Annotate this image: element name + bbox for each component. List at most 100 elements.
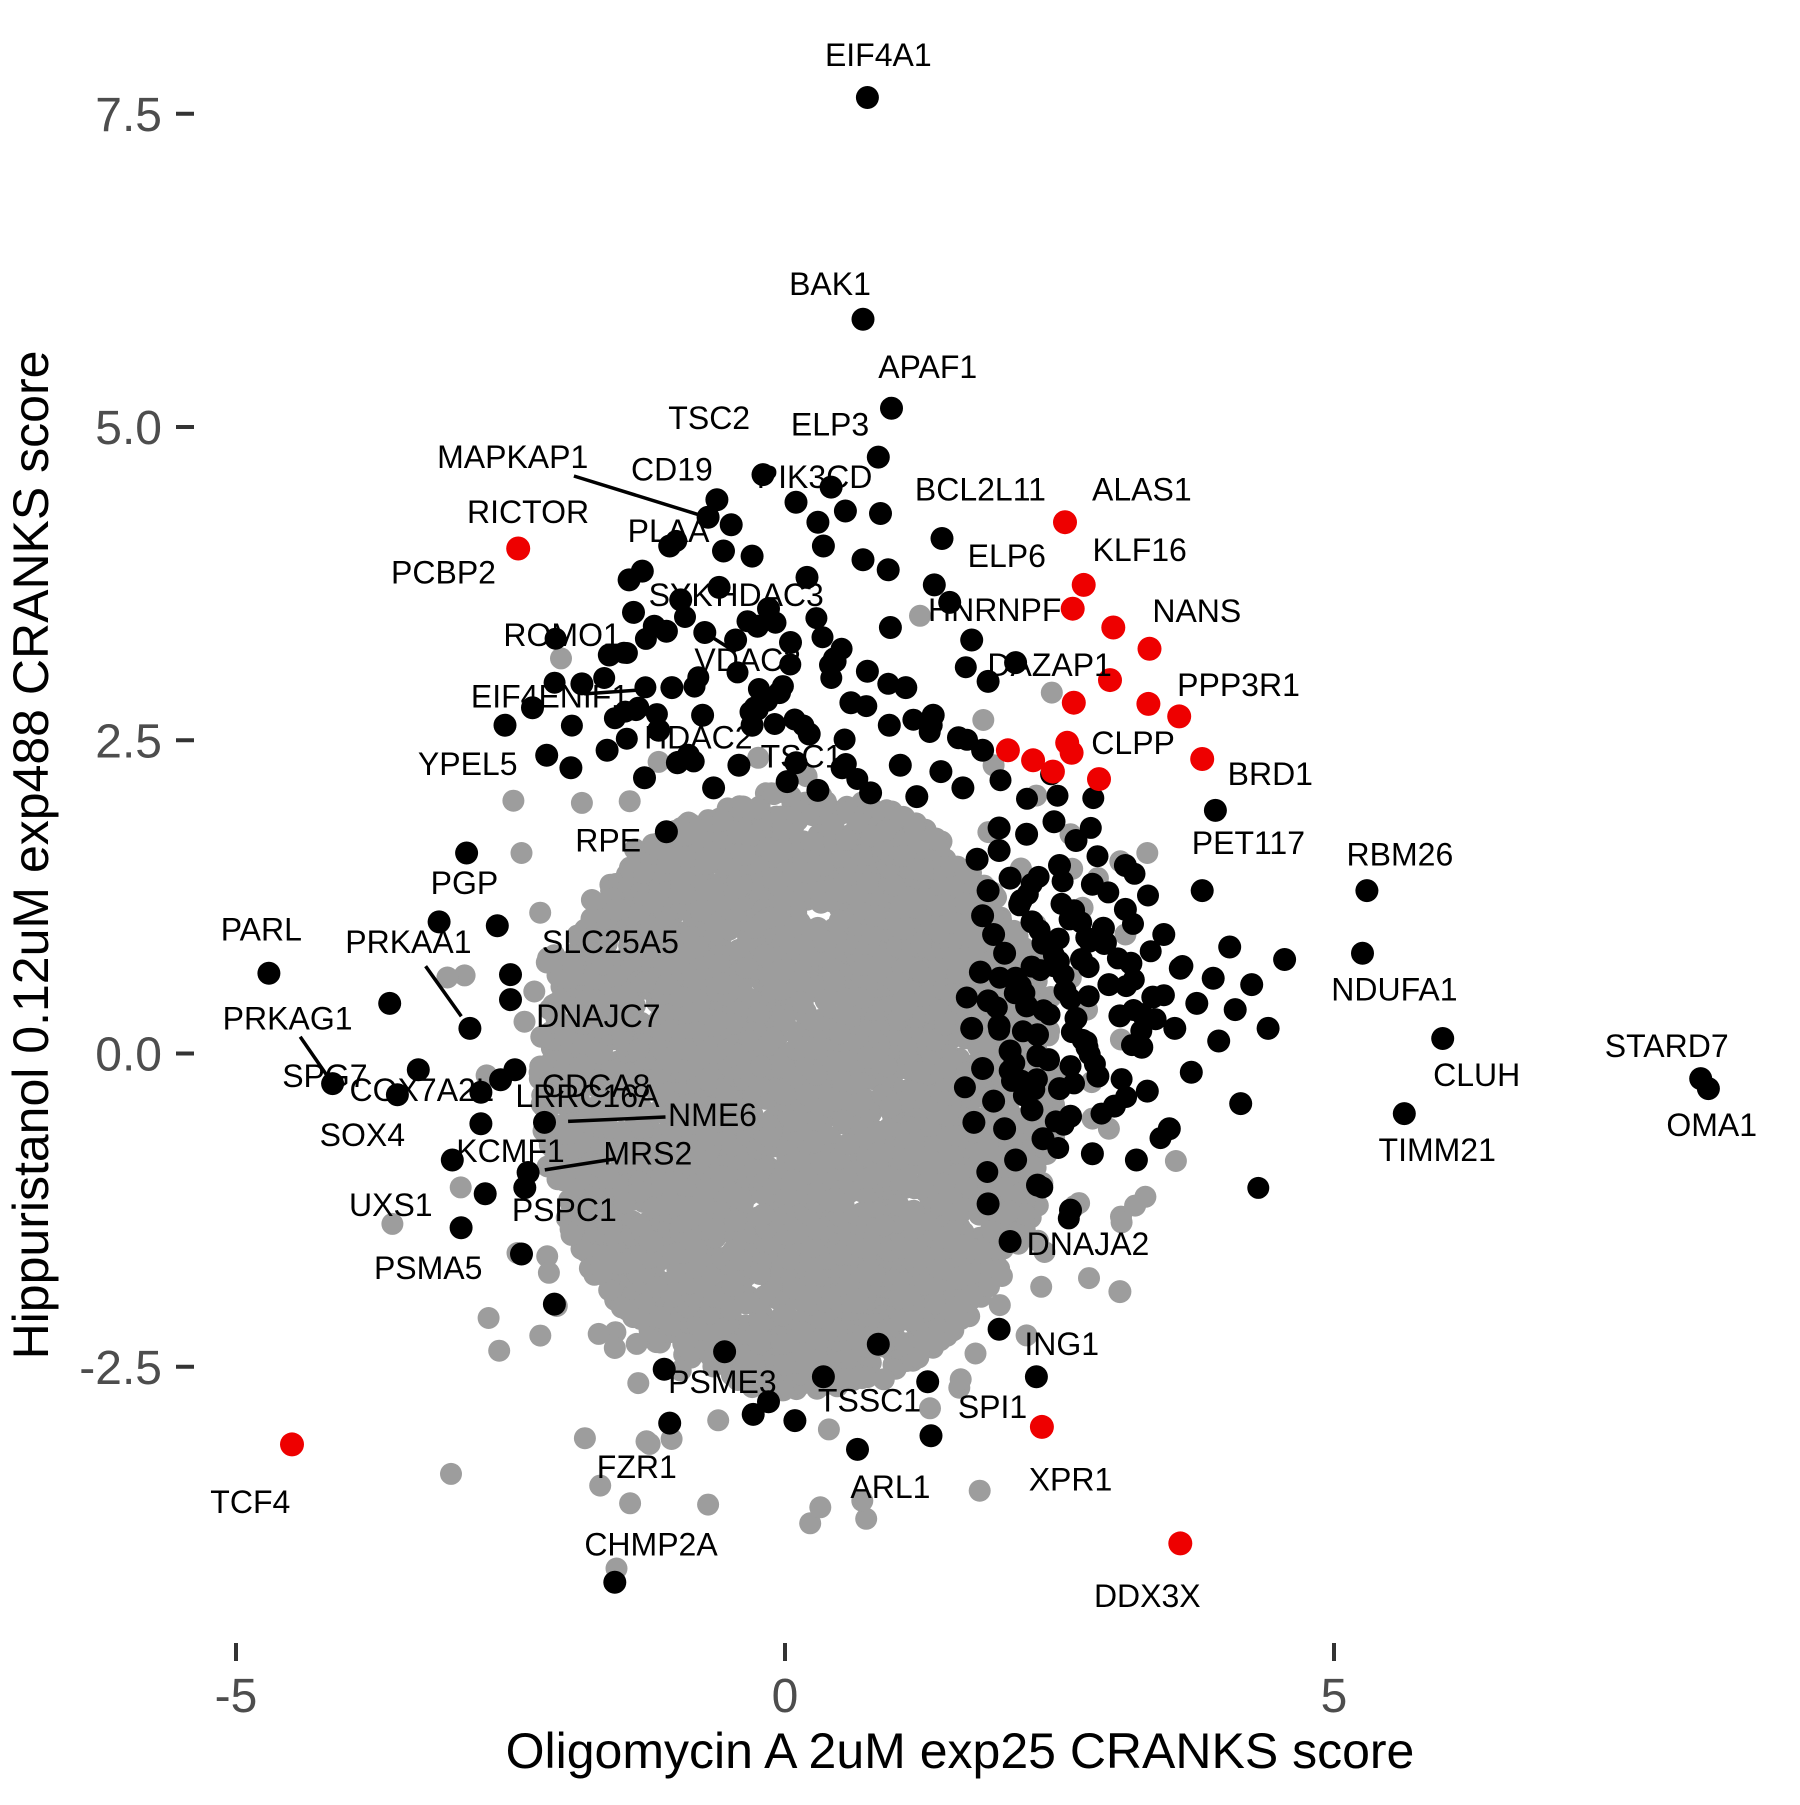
point-CLUH — [1431, 1027, 1455, 1050]
gene-label-PET117: PET117 — [1192, 825, 1305, 861]
gene-label-CDCA8: CDCA8 — [542, 1068, 650, 1104]
point-PLAA — [712, 539, 735, 563]
point-HDAC2 — [665, 751, 689, 775]
callout-line-MRS2 — [544, 1157, 615, 1172]
point-CDCA8 — [503, 1058, 527, 1082]
gene-label-DDX3X: DDX3X — [1094, 1578, 1201, 1614]
gene-label-OMA1: OMA1 — [1666, 1107, 1757, 1143]
gene-label-ALAS1: ALAS1 — [1092, 472, 1192, 508]
gene-label-EIF4A1: EIF4A1 — [825, 37, 932, 73]
gene-label-SLC25A5: SLC25A5 — [542, 924, 679, 960]
point-PGP — [485, 914, 509, 938]
callout-line-MAPKAP1 — [573, 474, 702, 517]
gene-label-DAZAP1: DAZAP1 — [987, 647, 1111, 683]
gene-label-YPEL5: YPEL5 — [418, 746, 518, 782]
x-tick-label: 0 — [772, 1670, 799, 1723]
point-ELP3 — [819, 475, 843, 499]
point-KLF16 — [1071, 572, 1096, 597]
gene-label-ELP3: ELP3 — [791, 407, 869, 443]
label-callout-lines — [298, 474, 737, 1172]
point-KCMF1 — [440, 1148, 464, 1172]
gene-label-SOX4: SOX4 — [320, 1117, 405, 1153]
point-DDX3X — [1168, 1531, 1193, 1556]
point-PPP3R1 — [1167, 704, 1192, 729]
gene-label-HDAC3: HDAC3 — [715, 577, 823, 613]
callout-line-PRKAA1 — [424, 965, 463, 1018]
point-PSME3 — [741, 1402, 765, 1426]
gene-label-RPE: RPE — [575, 823, 641, 859]
gene-label-SPG7: SPG7 — [282, 1058, 367, 1094]
point-RPE — [654, 820, 678, 844]
labeled-gene-points — [257, 86, 1720, 1594]
point-NDUFA1 — [1351, 941, 1374, 965]
point-CHMP2A — [603, 1570, 627, 1594]
gene-label-PLAA: PLAA — [628, 513, 710, 549]
gene-label-ARL1: ARL1 — [850, 1469, 930, 1505]
gene-label-STARD7: STARD7 — [1605, 1028, 1729, 1064]
point-ELP6 — [922, 573, 946, 597]
point-PCBP2 — [617, 568, 641, 592]
point-DAZAP1 — [1098, 668, 1122, 693]
y-tick-label: -2.5 — [79, 1342, 162, 1395]
gene-label-RBM26: RBM26 — [1347, 836, 1454, 872]
gene-label-PSME3: PSME3 — [668, 1364, 776, 1400]
point-BCL2L11 — [930, 527, 954, 550]
point-SOX4 — [469, 1112, 493, 1136]
callout-line-EIF4ENIF1 — [584, 687, 655, 696]
gene-label-BRD1: BRD1 — [1228, 756, 1313, 792]
y-tick-label: 2.5 — [95, 715, 162, 768]
point-APAF1 — [880, 396, 903, 420]
point-DNAJC7 — [499, 988, 522, 1012]
x-tick-label: -5 — [215, 1670, 258, 1723]
gene-label-PCBP2: PCBP2 — [391, 554, 496, 590]
gene-label-UXS1: UXS1 — [349, 1187, 433, 1223]
point-CLPP — [1059, 740, 1084, 765]
gene-label-NME6: NME6 — [668, 1097, 757, 1133]
point-LRRC16A — [469, 1080, 493, 1104]
point-TSC2 — [705, 488, 729, 512]
point-EIF4A1 — [855, 86, 879, 109]
point-ARL1 — [846, 1437, 869, 1461]
gene-label-NDUFA1: NDUFA1 — [1331, 972, 1457, 1008]
x-axis-title: Oligomycin A 2uM exp25 CRANKS score — [506, 1723, 1415, 1779]
point-ALAS1 — [1053, 510, 1077, 535]
point-YPEL5 — [535, 743, 559, 767]
point-RBM26 — [1355, 879, 1379, 903]
gene-label-BAK1: BAK1 — [789, 266, 871, 302]
gene-label-DNAJA2: DNAJA2 — [1027, 1226, 1150, 1262]
gene-label-TIMM21: TIMM21 — [1379, 1132, 1496, 1168]
point-RICTOR — [506, 536, 531, 561]
gene-label-HDAC2: HDAC2 — [644, 720, 752, 756]
point-XPR1 — [1029, 1414, 1054, 1439]
point-TIMM21 — [1392, 1102, 1416, 1126]
point-SPI1 — [919, 1424, 943, 1448]
point-VDAC2 — [693, 621, 717, 644]
gene-label-LRRC16A: LRRC16A — [515, 1078, 660, 1114]
gene-label-RICTOR: RICTOR — [467, 494, 589, 530]
gene-label-CHMP2A: CHMP2A — [584, 1527, 718, 1563]
gene-label-HNRNPF: HNRNPF — [928, 592, 1061, 628]
gene-label-KLF16: KLF16 — [1093, 532, 1187, 568]
point-BAK1 — [851, 307, 875, 331]
x-tick-label: 5 — [1321, 1670, 1348, 1723]
gene-label-CLPP: CLPP — [1091, 725, 1175, 761]
point-PSPC1 — [513, 1176, 537, 1200]
point-PIK3CD — [806, 510, 830, 534]
gene-label-APAF1: APAF1 — [878, 349, 977, 385]
gene-label-ROMO1: ROMO1 — [503, 617, 620, 653]
point-PET117 — [1203, 798, 1227, 822]
y-axis-title: Hippuristanol 0.12uM exp488 CRANKS score — [3, 351, 59, 1360]
gene-label-PSPC1: PSPC1 — [512, 1192, 617, 1228]
y-tick-label: 7.5 — [95, 89, 162, 142]
gene-label-EIF4ENIF1: EIF4ENIF1 — [471, 678, 629, 714]
point-UXS1 — [473, 1182, 497, 1206]
callout-line-PRKAG1 — [298, 1035, 328, 1076]
point-SLC25A5 — [499, 963, 522, 987]
point-PSMA5 — [449, 1216, 473, 1240]
gene-label-PGP: PGP — [431, 865, 499, 901]
gene-label-MAPKAP1: MAPKAP1 — [437, 439, 588, 475]
gene-label-SYK: SYK — [649, 577, 713, 613]
gene-label-PPP3R1: PPP3R1 — [1177, 667, 1300, 703]
